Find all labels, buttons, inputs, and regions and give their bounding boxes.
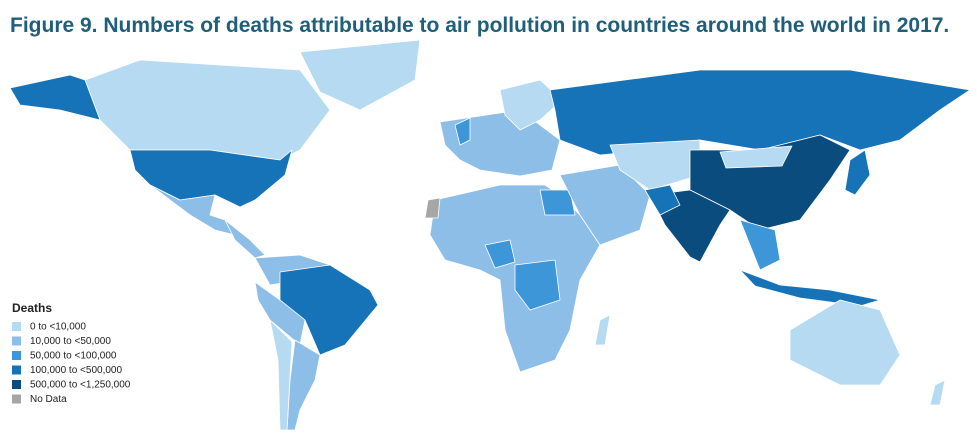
figure-title: Figure 9. Numbers of deaths attributable… [10, 14, 949, 37]
new-zealand [929, 379, 946, 406]
legend-swatch [12, 322, 21, 331]
legend-swatch [12, 365, 21, 375]
southeast-asia [739, 219, 781, 271]
legend-swatch [12, 336, 21, 346]
legend-title: Deaths [12, 301, 52, 315]
legend: 0 to <10,000 10,000 to <50,000 50,000 to <… [12, 322, 131, 405]
legend-label: 50,000 to <100,000 [30, 351, 117, 362]
europe [439, 109, 561, 177]
legend-swatch [12, 394, 21, 404]
australia [789, 299, 901, 386]
russia [549, 69, 971, 156]
chile [269, 319, 293, 431]
japan [844, 149, 871, 196]
argentina [286, 339, 321, 431]
dr-congo [514, 259, 561, 311]
mongolia [719, 145, 793, 169]
western-sahara [424, 197, 441, 219]
united-states [129, 149, 293, 208]
greenland [299, 39, 421, 111]
egypt [539, 189, 576, 216]
legend-swatch [12, 380, 21, 389]
legend-label: No Data [30, 394, 67, 405]
legend-label: 500,000 to <1,250,000 [30, 380, 131, 391]
legend-label: 100,000 to <500,000 [30, 365, 122, 376]
canada [84, 59, 331, 161]
world-map [9, 39, 971, 431]
scandinavia [499, 79, 563, 131]
legend-label: 10,000 to <50,000 [30, 336, 111, 347]
indonesia [739, 269, 881, 307]
madagascar [594, 314, 611, 346]
nigeria [484, 239, 516, 269]
legend-swatch [12, 351, 21, 360]
alaska [9, 74, 101, 121]
legend-label: 0 to <10,000 [30, 322, 86, 333]
pakistan [644, 184, 681, 216]
central-america [224, 219, 266, 259]
united-kingdom [454, 117, 471, 146]
central-asia [609, 139, 701, 191]
